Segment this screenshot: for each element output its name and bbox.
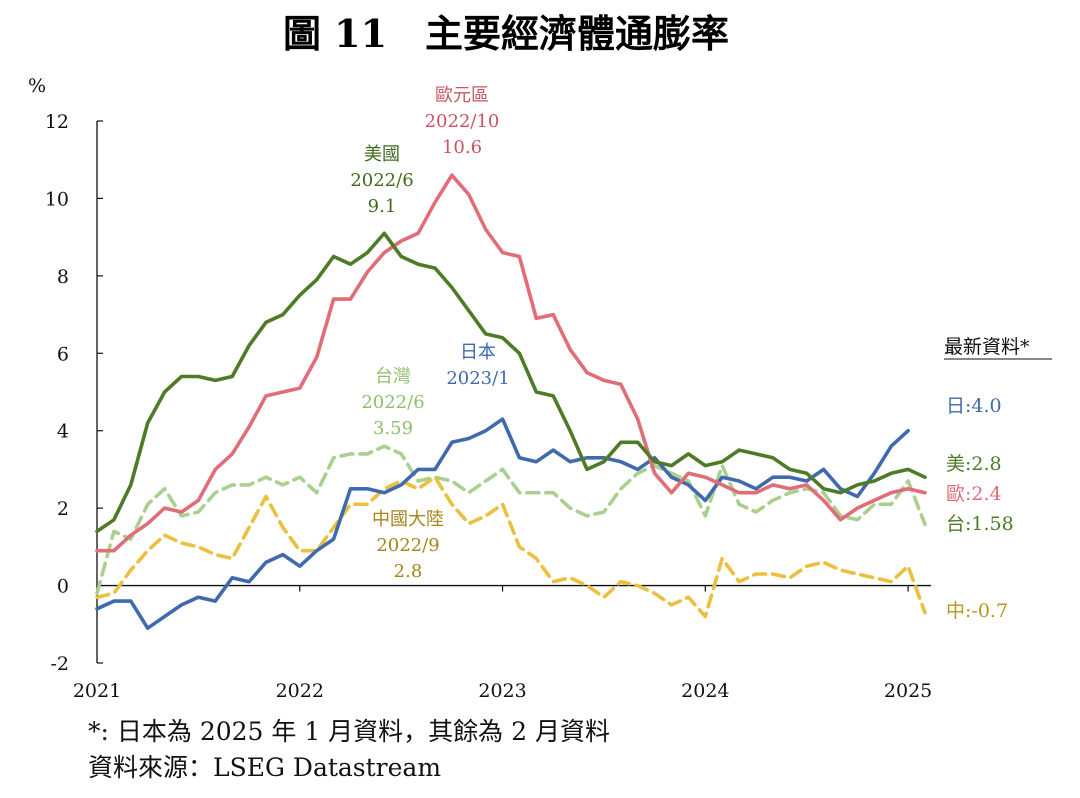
latest-title: 最新資料* [944, 336, 1030, 358]
y-tick-label: 6 [57, 343, 69, 365]
x-tick-label: 2024 [681, 680, 729, 702]
y-tick-label: 2 [57, 498, 69, 520]
annotation-tw-line: 3.59 [373, 418, 413, 439]
footnote: *: 日本為 2025 年 1 月資料，其餘為 2 月資料 [88, 717, 610, 746]
y-tick-label: 8 [57, 266, 69, 288]
x-tick-label: 2025 [884, 680, 932, 702]
annotation-tw-line: 台灣 [375, 366, 411, 387]
annotation-us-line: 9.1 [368, 196, 397, 217]
axes: -2 0 2 4 6 8 10 12 2021 2022 2023 2024 2025 [45, 111, 932, 702]
y-tick-label: 4 [57, 421, 69, 443]
latest-value-jp: 日:4.0 [946, 395, 1002, 417]
series-line-eu [95, 173, 927, 553]
latest-values-panel: 最新資料* 日:4.0 美:2.8 歐:2.4 台:1.58 中:-0.7 [944, 336, 1052, 622]
x-tick-label: 2022 [276, 680, 324, 702]
latest-value-tw: 台:1.58 [946, 513, 1014, 535]
series-line-tw [95, 444, 927, 596]
latest-value-eu: 歐:2.4 [946, 483, 1002, 505]
y-tick-label: 0 [57, 576, 69, 598]
annotation-cn-line: 中國大陸 [372, 509, 444, 530]
annotation-us-line: 2022/6 [350, 170, 413, 191]
y-tick-label: 10 [45, 188, 69, 210]
annotation-eu-line: 10.6 [442, 137, 482, 158]
y-tick-label: -2 [50, 653, 69, 675]
series-layer [95, 173, 927, 631]
x-tick-label: 2021 [73, 680, 121, 702]
chart-title: 圖 11 主要經濟體通膨率 [283, 11, 729, 56]
annotation-us-line: 美國 [364, 144, 400, 165]
annotation-layer: 歐元區 2022/10 10.6 美國 2022/6 9.1 日本 2023/1 台灣 2022/… [350, 85, 509, 582]
y-unit-label: % [28, 75, 46, 97]
latest-value-us: 美:2.8 [946, 453, 1002, 475]
annotation-jp-line: 2023/1 [446, 368, 509, 389]
annotation-cn-line: 2.8 [394, 561, 423, 582]
y-tick-label: 12 [45, 111, 69, 133]
annotation-tw-line: 2022/6 [361, 392, 424, 413]
series-line-us [95, 231, 927, 534]
annotation-cn-line: 2022/9 [376, 535, 439, 556]
x-tick-label: 2023 [478, 680, 526, 702]
annotation-eu-line: 歐元區 [435, 85, 489, 106]
latest-value-cn: 中:-0.7 [946, 600, 1008, 622]
series-line-cn [95, 475, 927, 619]
annotation-jp-line: 日本 [460, 342, 496, 363]
series-line-jp [95, 417, 910, 631]
annotation-eu-line: 2022/10 [425, 111, 500, 132]
source-note: 資料來源：LSEG Datastream [88, 753, 442, 782]
